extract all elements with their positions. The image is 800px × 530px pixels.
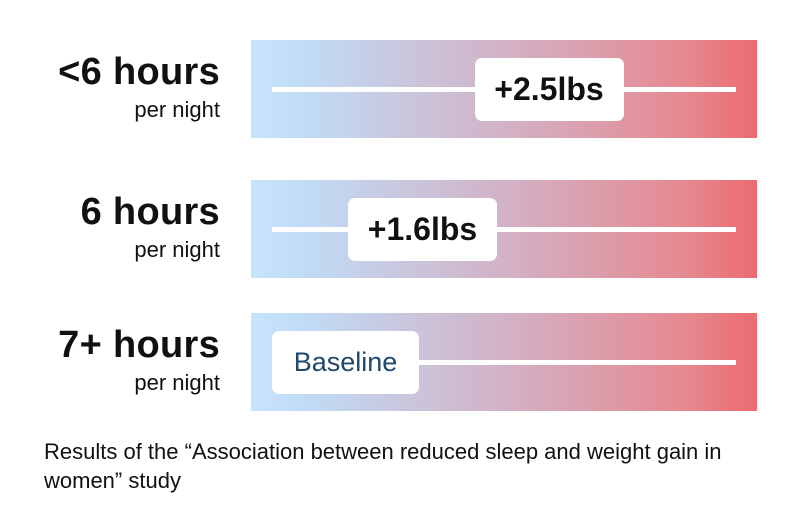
per-night-label: per night bbox=[134, 237, 220, 262]
hours-label: 6 hours bbox=[80, 191, 220, 233]
gradient-track: +1.6lbs bbox=[251, 180, 757, 278]
hours-label: 7+ hours bbox=[58, 324, 220, 366]
hours-label: <6 hours bbox=[58, 51, 220, 93]
row-6-hours: 6 hours per night +1.6lbs bbox=[0, 180, 800, 278]
row-under-6-hours: <6 hours per night +2.5lbs bbox=[0, 40, 800, 138]
row-label: 7+ hours per night bbox=[58, 323, 220, 397]
track-line bbox=[272, 360, 736, 365]
value-pill: +2.5lbs bbox=[474, 58, 624, 121]
row-label: <6 hours per night bbox=[58, 50, 220, 124]
row-label: 6 hours per night bbox=[81, 190, 220, 264]
per-night-label: per night bbox=[134, 97, 220, 122]
row-7-plus-hours: 7+ hours per night Baseline bbox=[0, 313, 800, 411]
value-pill: +1.6lbs bbox=[347, 198, 497, 261]
per-night-label: per night bbox=[134, 370, 220, 395]
track-line bbox=[272, 227, 736, 232]
gradient-track: Baseline bbox=[251, 313, 757, 411]
chart-caption: Results of the “Association between redu… bbox=[44, 439, 722, 493]
baseline-pill: Baseline bbox=[272, 331, 419, 394]
gradient-track: +2.5lbs bbox=[251, 40, 757, 138]
